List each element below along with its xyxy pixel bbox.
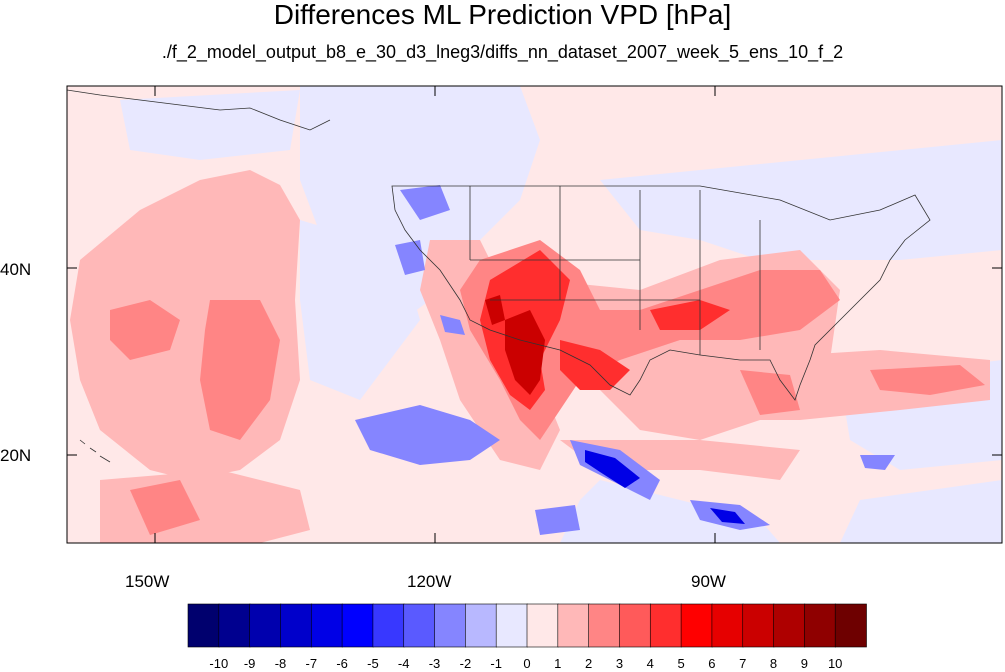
x-tick-label: 120W (407, 572, 452, 591)
colorbar-swatch (249, 603, 282, 648)
colorbar-label: 5 (677, 656, 685, 671)
colorbar-label: -6 (336, 656, 348, 671)
map-subtitle: ./f_2_model_output_b8_e_30_d3_lneg3/diff… (161, 42, 844, 62)
y-tick-label: 40N (0, 260, 32, 279)
colorbar-swatch (649, 603, 682, 648)
dark-red-regions (485, 295, 545, 395)
colorbar-label: -10 (209, 656, 229, 671)
us-outline (391, 185, 931, 401)
colorbar-label: 10 (827, 656, 843, 671)
colorbar-swatch (218, 603, 251, 648)
colorbar-swatch (403, 603, 436, 648)
colorbar-label: -2 (459, 656, 472, 671)
y-tick-label: 20N (0, 446, 32, 465)
colorbar-swatch (495, 603, 528, 648)
colorbar-label: -1 (490, 656, 502, 671)
colorbar-label: 6 (708, 656, 716, 671)
colorbar-label: -9 (243, 656, 256, 671)
deep-blue-regions (585, 450, 745, 524)
colorbar-label: -5 (367, 656, 379, 671)
colorbar-swatch (619, 603, 652, 648)
colorbar-label: -3 (428, 656, 441, 671)
colorbar-swatch (280, 603, 313, 648)
map-title: Differences ML Prediction VPD [hPa] (273, 0, 732, 30)
colorbar-swatch (310, 603, 343, 648)
colorbar-label: 1 (554, 656, 562, 671)
colorbar-swatch (680, 603, 713, 648)
colorbar-label: -7 (305, 656, 318, 671)
colorbar (187, 603, 867, 648)
colorbar-swatch (526, 603, 559, 648)
colorbar-label: 8 (769, 656, 778, 671)
colorbar-label: 4 (646, 656, 654, 671)
colorbar-label: -4 (397, 656, 410, 671)
map-plot-area (66, 85, 1003, 544)
colorbar-swatch (372, 603, 405, 648)
light-blue-regions (120, 86, 1002, 543)
x-tick-label: 150W (125, 572, 170, 591)
colorbar-swatch (804, 603, 836, 648)
colorbar-label: 0 (523, 656, 531, 671)
colorbar-swatch (742, 603, 775, 648)
map-frame (66, 85, 1003, 544)
colorbar-label: 7 (739, 656, 747, 671)
colorbar-swatch (588, 603, 621, 648)
colorbar-swatch (711, 603, 744, 648)
colorbar-swatch (465, 603, 497, 648)
x-tick-label: 90W (691, 572, 726, 591)
map-ticks (67, 86, 1002, 543)
colorbar-swatch (187, 603, 220, 648)
hawaii-islands (79, 439, 111, 463)
colorbar-label: 2 (584, 656, 593, 671)
colorbar-swatch (341, 603, 374, 648)
coastline-northwest (66, 89, 331, 131)
colorbar-swatch (434, 603, 467, 648)
colorbar-swatch (773, 603, 806, 648)
colorbar-swatch (557, 603, 590, 648)
colorbar-label: 9 (800, 656, 808, 671)
colorbar-label: -8 (274, 656, 287, 671)
colorbar-swatch (834, 603, 867, 648)
colorbar-label: 3 (615, 656, 624, 671)
